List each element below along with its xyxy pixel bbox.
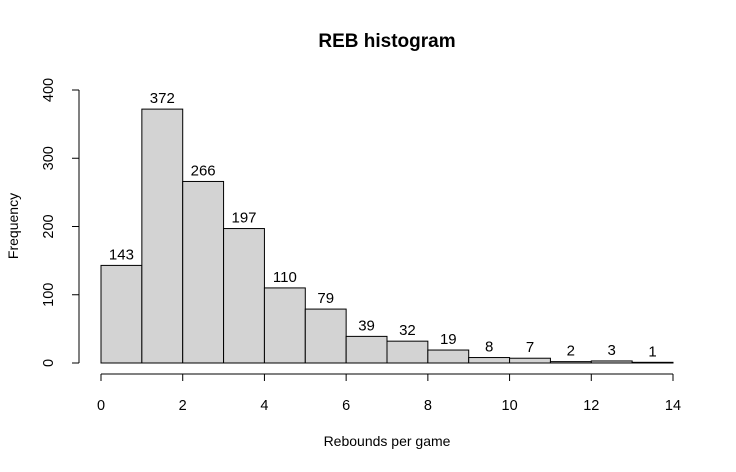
bar-count-label-9: 8 <box>485 339 493 356</box>
x-tick-label-4: 8 <box>424 398 432 414</box>
bar-count-label-12: 3 <box>608 342 616 359</box>
histogram-bar-3 <box>223 228 265 364</box>
bar-count-label-6: 39 <box>358 317 375 334</box>
bar-count-label-0: 143 <box>109 246 134 263</box>
histogram-bar-11 <box>549 361 592 364</box>
y-tick-label-2: 200 <box>41 214 57 238</box>
bar-count-label-13: 1 <box>648 343 656 360</box>
bar-count-label-5: 79 <box>317 290 334 307</box>
bar-count-label-1: 372 <box>150 90 175 107</box>
bar-count-label-3: 197 <box>231 210 256 227</box>
x-tick-label-5: 10 <box>502 398 518 414</box>
histogram-bar-8 <box>427 349 470 364</box>
x-tick-label-6: 12 <box>583 398 599 414</box>
chart-title: REB histogram <box>318 31 455 52</box>
x-tick-label-2: 4 <box>260 398 268 414</box>
x-tick-label-3: 6 <box>342 398 350 414</box>
x-tick-label-0: 0 <box>97 398 105 414</box>
y-tick-label-1: 100 <box>41 283 57 307</box>
histogram-bar-13 <box>631 361 674 364</box>
x-axis-label: Rebounds per game <box>324 433 451 449</box>
x-tick-label-1: 2 <box>179 398 187 414</box>
x-tick-label-7: 14 <box>665 398 681 414</box>
y-tick-label-3: 300 <box>41 146 57 170</box>
y-axis-label: Frequency <box>5 193 21 259</box>
histogram-bar-6 <box>345 335 388 364</box>
bar-count-label-11: 2 <box>567 343 575 360</box>
histogram-bar-1 <box>141 108 184 364</box>
histogram-bar-2 <box>182 180 225 364</box>
y-tick-label-4: 400 <box>41 78 57 102</box>
histogram-bar-4 <box>263 287 306 364</box>
bar-count-label-2: 266 <box>191 162 216 179</box>
bar-count-label-4: 110 <box>273 269 297 286</box>
histogram-bar-10 <box>509 357 551 364</box>
y-tick-label-0: 0 <box>41 359 57 367</box>
y-axis: 0 100 200 300 400 <box>41 78 80 367</box>
bar-count-label-10: 7 <box>526 339 534 356</box>
histogram-bar-0 <box>100 264 143 364</box>
histogram-bar-9 <box>468 357 511 364</box>
bar-count-label-7: 32 <box>399 322 416 339</box>
histogram-bar-12 <box>590 360 633 364</box>
x-axis: 0 2 4 6 8 10 12 14 <box>97 373 681 414</box>
bar-count-label-8: 19 <box>440 331 457 348</box>
bar-count-labels: 143 372 266 197 110 79 39 32 19 8 7 2 3 1 <box>109 90 657 360</box>
histogram-bars <box>100 108 674 364</box>
histogram-bar-5 <box>304 308 347 364</box>
histogram-bar-7 <box>386 340 429 364</box>
